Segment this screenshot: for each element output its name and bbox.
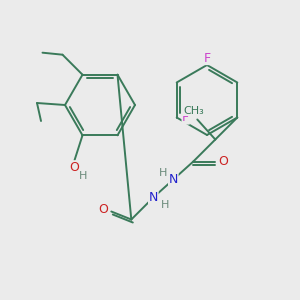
Text: F: F [182, 111, 189, 124]
Text: H: H [159, 169, 167, 178]
Text: N: N [169, 173, 178, 186]
Text: H: H [161, 200, 170, 209]
Text: F: F [203, 52, 211, 64]
Text: O: O [218, 155, 228, 168]
Text: CH₃: CH₃ [183, 106, 204, 116]
Text: N: N [148, 191, 158, 204]
Text: O: O [70, 161, 80, 174]
Text: O: O [98, 203, 108, 216]
Text: H: H [79, 171, 88, 181]
